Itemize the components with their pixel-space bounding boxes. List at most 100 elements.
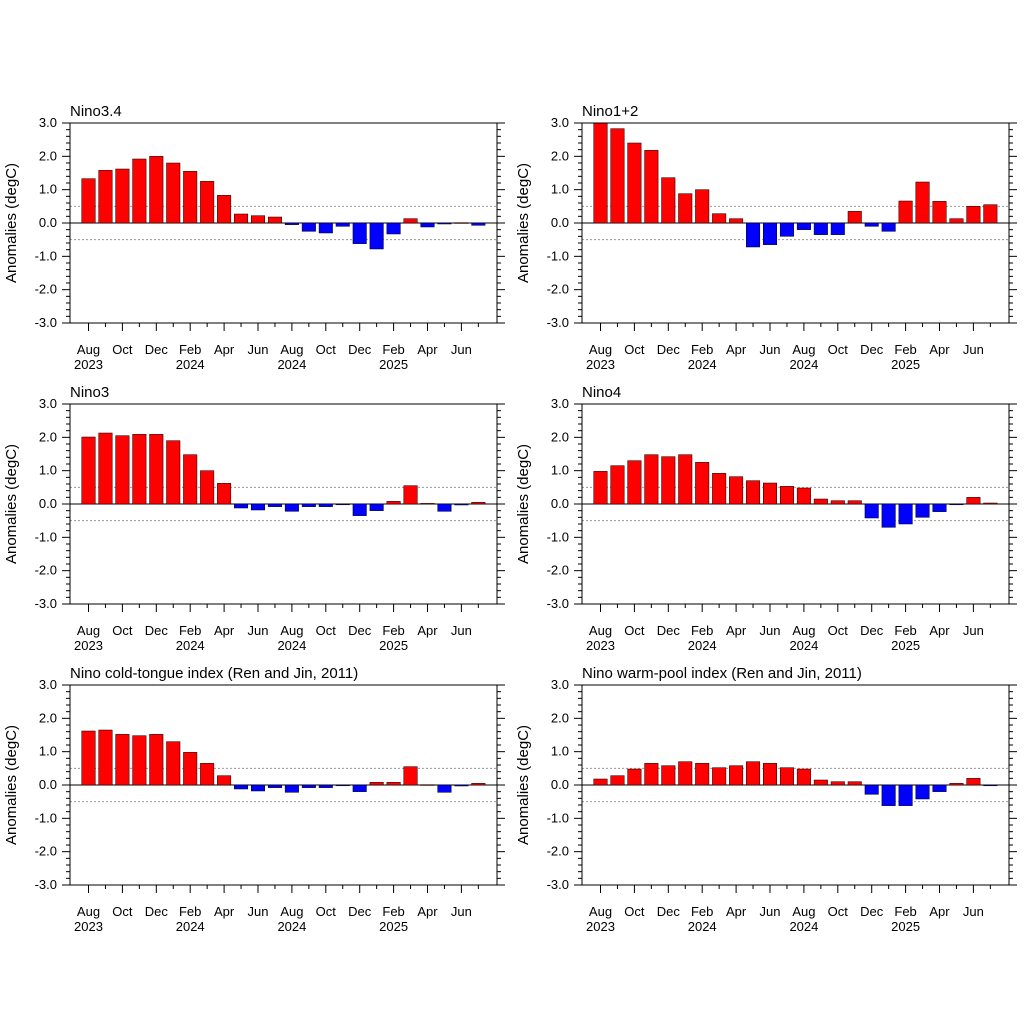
x-tick-label: 2025 [379, 357, 408, 372]
x-tick-label: Feb [894, 904, 916, 919]
bar [115, 435, 130, 505]
y-tick-label: 0.0 [551, 215, 569, 230]
x-tick-label: Jun [451, 623, 472, 638]
x-tick-label: Oct [828, 904, 849, 919]
bar [98, 170, 113, 224]
bar [437, 784, 452, 793]
bar [437, 503, 452, 512]
bar [251, 784, 265, 792]
y-tick-label: 1.0 [551, 463, 569, 478]
bar [267, 784, 282, 788]
x-tick-label: Oct [316, 342, 337, 357]
bar [369, 503, 384, 511]
x-tick-label: Feb [382, 904, 404, 919]
y-tick-label: -3.0 [547, 596, 569, 611]
bar [166, 440, 181, 505]
y-tick-label: 1.0 [39, 182, 57, 197]
bar [386, 222, 401, 235]
bar [454, 222, 469, 224]
bar [234, 503, 249, 509]
bar [949, 218, 964, 224]
bar [949, 783, 964, 786]
y-tick-label: 3.0 [551, 115, 569, 130]
y-axis-label: Anomalies (degC) [3, 163, 20, 283]
x-tick-label: Aug [77, 623, 100, 638]
bar [132, 434, 147, 505]
y-tick-label: 0.0 [551, 496, 569, 511]
x-tick-label: 2024 [277, 638, 306, 653]
x-tick-label: Oct [112, 904, 133, 919]
x-tick-label: Feb [179, 904, 201, 919]
y-tick-label: -3.0 [35, 596, 57, 611]
x-tick-label: 2023 [74, 357, 103, 372]
bar [420, 222, 435, 228]
bar [779, 767, 794, 786]
y-tick-label: -2.0 [547, 563, 569, 578]
y-tick-label: 2.0 [39, 429, 57, 444]
bar [627, 142, 642, 224]
x-tick-label: Dec [348, 623, 372, 638]
x-tick-label: Feb [691, 342, 713, 357]
x-tick-label: 2024 [176, 638, 205, 653]
bar [301, 222, 316, 232]
x-tick-label: Oct [112, 623, 133, 638]
x-tick-label: Dec [145, 904, 169, 919]
chart-title: Nino warm-pool index (Ren and Jin, 2011) [582, 665, 862, 682]
x-tick-label: Aug [589, 342, 612, 357]
bar [678, 193, 693, 224]
bar [830, 222, 845, 235]
y-tick-label: 3.0 [39, 396, 57, 411]
y-tick-label: 2.0 [39, 148, 57, 163]
y-axis-label: Anomalies (degC) [515, 725, 532, 845]
bar [830, 500, 845, 505]
bar [915, 181, 930, 224]
x-tick-label: Aug [280, 342, 303, 357]
bar [454, 503, 469, 506]
bar [471, 502, 486, 505]
x-tick-label: Aug [280, 904, 303, 919]
bar [864, 503, 879, 519]
x-tick-label: Aug [77, 342, 100, 357]
x-tick-label: 2025 [379, 919, 408, 934]
x-tick-label: Apr [929, 342, 950, 357]
bar [183, 171, 198, 224]
x-tick-label: 2024 [176, 357, 205, 372]
bar [796, 487, 811, 505]
bar [983, 204, 998, 224]
bar [132, 735, 147, 786]
bar [217, 195, 232, 224]
x-tick-label: Feb [382, 342, 404, 357]
bar [627, 460, 642, 505]
bar [593, 778, 608, 786]
bar [403, 766, 418, 786]
x-tick-label: Dec [657, 904, 681, 919]
bar [81, 436, 96, 505]
bar [932, 784, 947, 792]
bar [369, 222, 384, 250]
x-tick-label: Aug [589, 623, 612, 638]
x-tick-label: Dec [657, 623, 681, 638]
bar [729, 765, 744, 786]
x-tick-label: Dec [348, 904, 372, 919]
x-tick-label: 2024 [789, 357, 818, 372]
x-tick-label: 2024 [688, 919, 717, 934]
x-tick-label: Aug [77, 904, 100, 919]
bar [284, 503, 299, 512]
bar [318, 503, 333, 507]
y-axis-label: Anomalies (degC) [3, 725, 20, 845]
x-tick-label: 2025 [891, 919, 920, 934]
bar [712, 473, 727, 505]
x-tick-label: Dec [860, 623, 884, 638]
y-tick-label: -1.0 [547, 248, 569, 263]
chart-title: Nino3 [70, 384, 109, 401]
bar [335, 784, 350, 787]
x-tick-label: Apr [417, 623, 438, 638]
bar [695, 462, 710, 505]
x-tick-label: Apr [726, 342, 747, 357]
y-tick-label: 0.0 [39, 215, 57, 230]
y-tick-label: 0.0 [39, 496, 57, 511]
bar [983, 502, 998, 505]
x-tick-label: 2024 [688, 357, 717, 372]
